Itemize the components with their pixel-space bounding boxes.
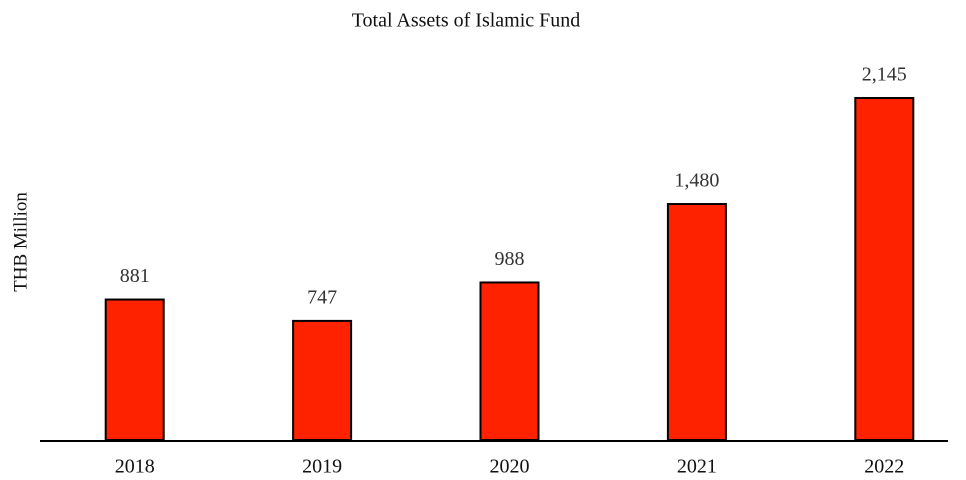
x-tick-label: 2021 (677, 456, 717, 478)
value-label: 988 (495, 248, 525, 270)
bar (854, 97, 915, 441)
value-label: 747 (307, 286, 337, 308)
value-label: 1,480 (674, 170, 719, 192)
x-tick-label: 2018 (115, 456, 155, 478)
y-axis-label: THB Million (10, 192, 31, 292)
x-tick-label: 2022 (864, 456, 904, 478)
value-label: 2,145 (862, 64, 907, 86)
value-label: 881 (120, 265, 150, 287)
bar (479, 281, 540, 441)
bar (292, 319, 353, 441)
chart-title: Total Assets of Islamic Fund (352, 10, 581, 32)
x-tick-label: 2019 (302, 456, 342, 478)
bar (104, 298, 165, 441)
x-tick-label: 2020 (490, 456, 530, 478)
bar (666, 203, 727, 441)
